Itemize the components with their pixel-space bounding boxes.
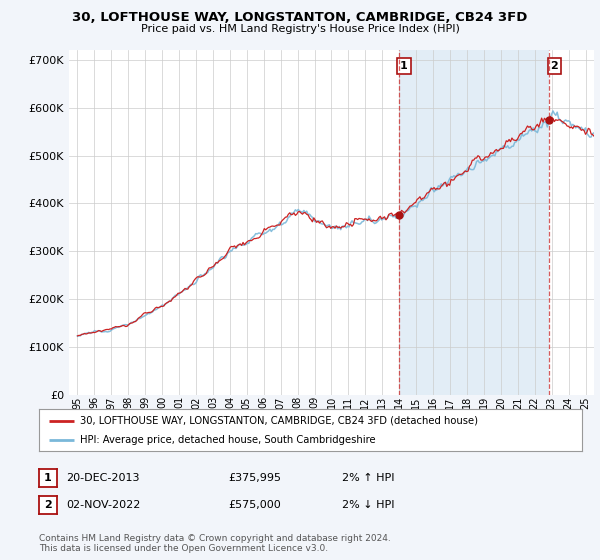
Text: £575,000: £575,000 <box>228 500 281 510</box>
Bar <box>399 50 549 395</box>
Text: HPI: Average price, detached house, South Cambridgeshire: HPI: Average price, detached house, Sout… <box>80 435 376 445</box>
Text: 2: 2 <box>550 60 558 71</box>
Text: Contains HM Land Registry data © Crown copyright and database right 2024.
This d: Contains HM Land Registry data © Crown c… <box>39 534 391 553</box>
Text: 30, LOFTHOUSE WAY, LONGSTANTON, CAMBRIDGE, CB24 3FD: 30, LOFTHOUSE WAY, LONGSTANTON, CAMBRIDG… <box>73 11 527 24</box>
Text: 1: 1 <box>400 60 408 71</box>
Text: Price paid vs. HM Land Registry's House Price Index (HPI): Price paid vs. HM Land Registry's House … <box>140 24 460 34</box>
Text: 02-NOV-2022: 02-NOV-2022 <box>66 500 140 510</box>
Text: 30, LOFTHOUSE WAY, LONGSTANTON, CAMBRIDGE, CB24 3FD (detached house): 30, LOFTHOUSE WAY, LONGSTANTON, CAMBRIDG… <box>80 416 478 426</box>
Text: 20-DEC-2013: 20-DEC-2013 <box>66 473 139 483</box>
Text: 1: 1 <box>44 473 52 483</box>
Text: 2% ↑ HPI: 2% ↑ HPI <box>342 473 395 483</box>
Text: 2: 2 <box>44 500 52 510</box>
Text: £375,995: £375,995 <box>228 473 281 483</box>
Text: 2% ↓ HPI: 2% ↓ HPI <box>342 500 395 510</box>
